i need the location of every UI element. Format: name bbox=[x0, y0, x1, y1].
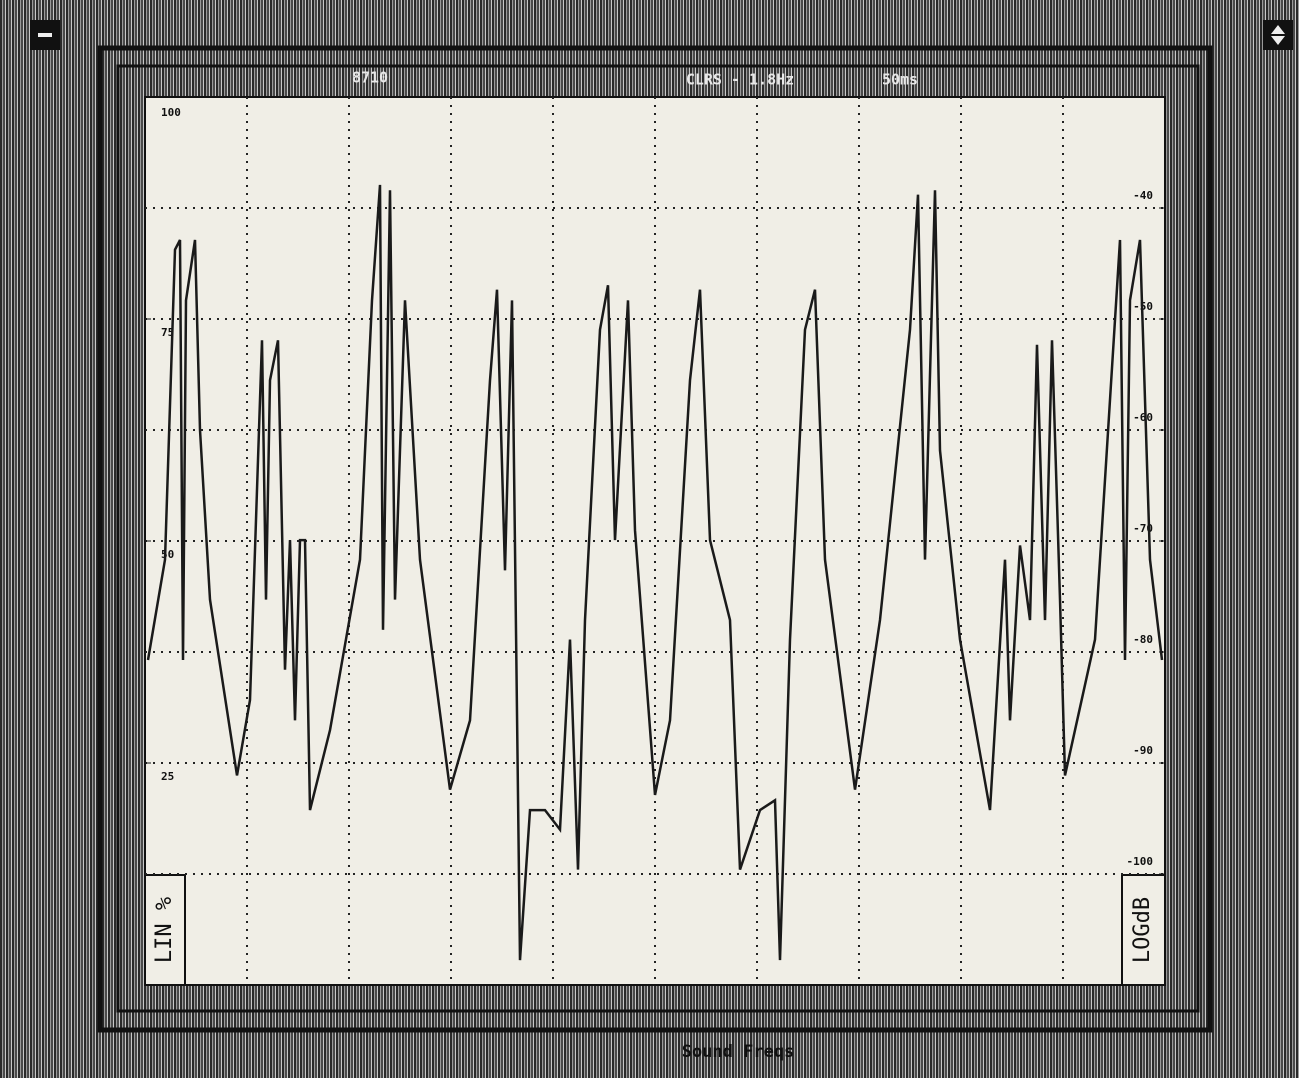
header-text: 50ms bbox=[882, 71, 918, 89]
y2-tick-label: -80 bbox=[1133, 633, 1153, 646]
minimize-icon bbox=[38, 33, 52, 37]
y-tick-label: 50 bbox=[161, 548, 174, 561]
trace bbox=[146, 184, 1164, 961]
outer-frame bbox=[97, 45, 1213, 1033]
y2-tick-label: -100 bbox=[1127, 855, 1154, 868]
y-tick-label: 100 bbox=[161, 106, 181, 119]
y-tick-label: 75 bbox=[161, 326, 174, 339]
y-axis-label: LIN % bbox=[152, 897, 177, 963]
y2-tick-label: -40 bbox=[1133, 189, 1153, 202]
scroll-button[interactable] bbox=[1263, 20, 1293, 50]
header-text: CLRS - 1.8Hz bbox=[686, 71, 794, 89]
y-tick-label: 25 bbox=[161, 770, 174, 783]
y-label-box bbox=[144, 874, 186, 986]
x-axis-label: Sound Freqs bbox=[682, 1042, 795, 1062]
scroll-icon bbox=[1271, 25, 1285, 45]
y2-tick-label: -90 bbox=[1133, 744, 1153, 757]
header-text: 8710 bbox=[352, 69, 388, 87]
inner-frame bbox=[116, 64, 1200, 1013]
y2-tick-label: -60 bbox=[1133, 411, 1153, 424]
y2-axis-label: LOGdB bbox=[1130, 897, 1155, 963]
y2-label-box bbox=[1121, 874, 1166, 986]
